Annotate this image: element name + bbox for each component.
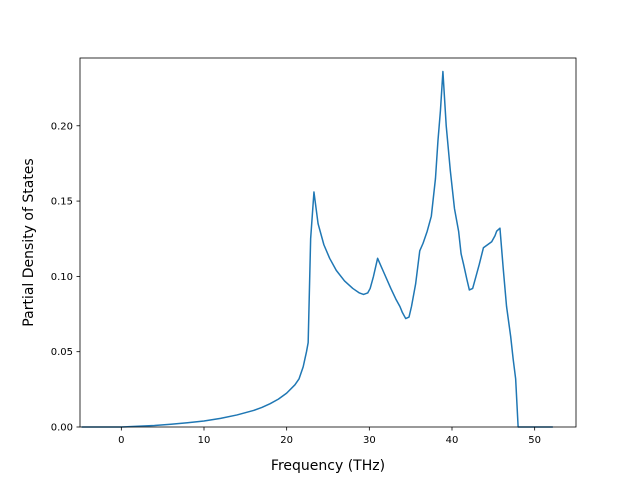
- plot-marks: [81, 70, 553, 428]
- y-tick-label: 0.05: [51, 347, 73, 358]
- plot-frame: [79, 57, 577, 428]
- x-tick-label: 30: [363, 435, 376, 446]
- x-axis-label: Frequency (THz): [271, 458, 385, 474]
- x-tick-label: 0: [118, 435, 124, 446]
- y-tick-label: 0.10: [51, 272, 73, 283]
- x-tick-label: 10: [198, 435, 211, 446]
- y-tick-label: 0.15: [51, 197, 73, 208]
- x-tick-label: 50: [528, 435, 541, 446]
- tick-marks: [76, 125, 536, 431]
- axes: [79, 57, 577, 428]
- x-tick-label: 40: [446, 435, 459, 446]
- series-line-0: [81, 70, 553, 428]
- y-axis-label: Partial Density of States: [21, 158, 37, 326]
- y-tick-label: 0.00: [51, 423, 73, 434]
- x-tick-label: 20: [280, 435, 293, 446]
- y-tick-label: 0.20: [51, 121, 73, 132]
